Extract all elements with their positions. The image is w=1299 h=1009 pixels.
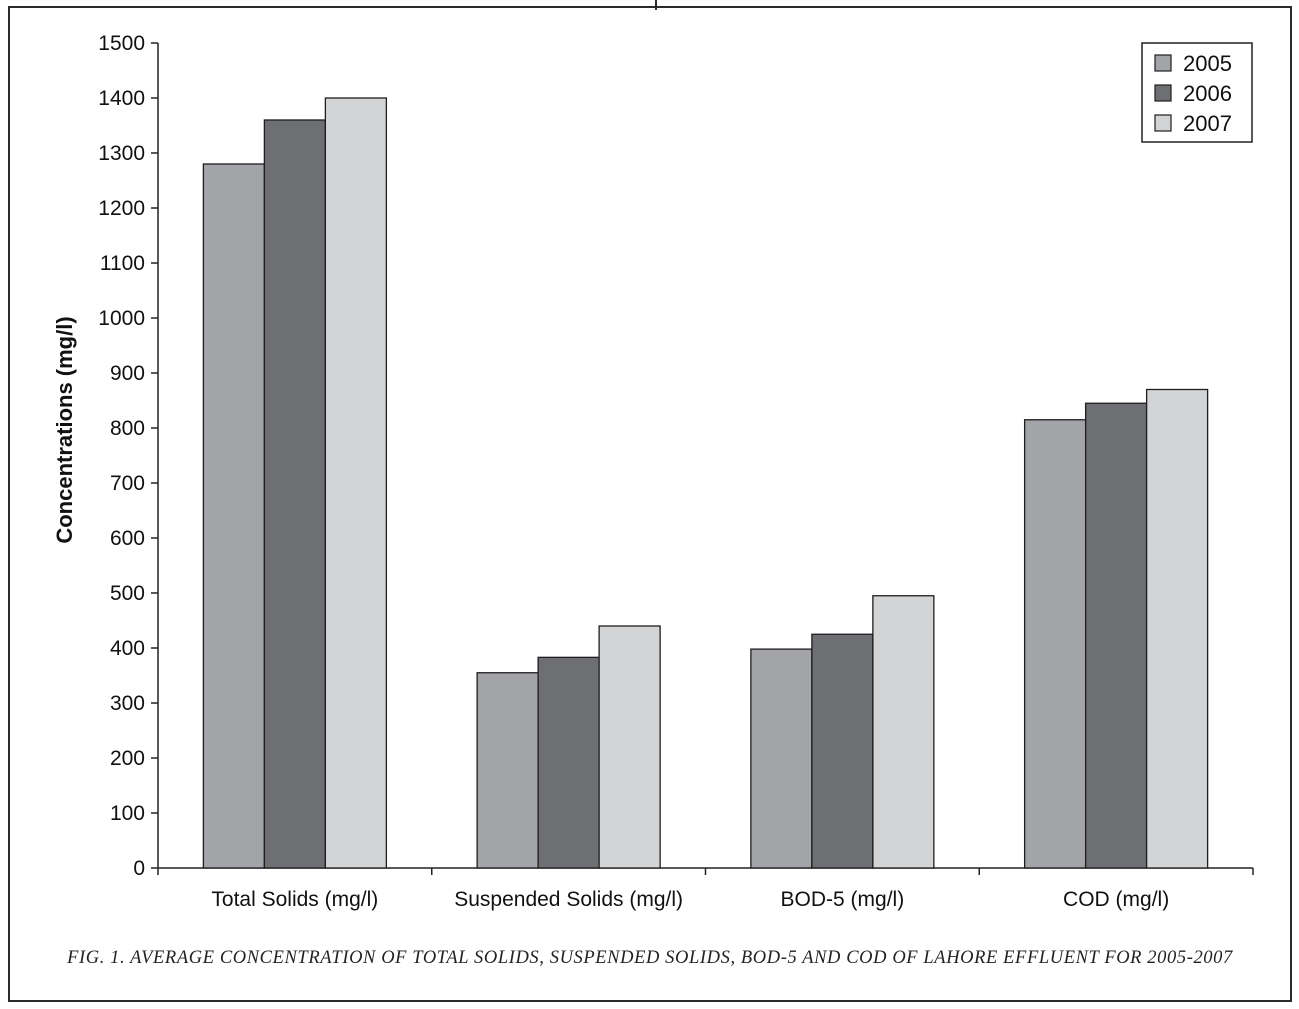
y-tick-label: 700 (110, 472, 145, 495)
x-tick-label: Total Solids (mg/l) (211, 888, 378, 911)
bar-2005-2 (750, 648, 813, 869)
legend-label-2007: 2007 (1183, 111, 1232, 136)
y-tick-label: 600 (110, 527, 145, 550)
y-tick-label: 1400 (98, 87, 145, 110)
bars (202, 97, 1209, 869)
x-axis: Total Solids (mg/l) Suspended Solids (mg/… (157, 867, 1254, 911)
bar-2007-3 (1145, 388, 1209, 869)
y-tick-label: 1200 (98, 197, 145, 220)
y-tick-label: 1300 (98, 142, 145, 165)
y-tick-label: 300 (110, 692, 145, 715)
x-tick-label: Suspended Solids (mg/l) (454, 888, 683, 911)
y-tick-label: 100 (110, 802, 145, 825)
y-tick-label: 1000 (98, 307, 145, 330)
x-tick-label: BOD-5 (mg/l) (781, 888, 905, 911)
bar-2005-3 (1023, 419, 1087, 869)
bar-2006-1 (537, 656, 600, 869)
y-tick-label: 500 (110, 582, 145, 605)
bar-2007-1 (598, 625, 661, 869)
y-tick-label: 200 (110, 747, 145, 770)
x-tick-label: COD (mg/l) (1063, 888, 1169, 911)
y-tick-label: 900 (110, 362, 145, 385)
figure-frame (8, 6, 1292, 1002)
legend-swatch-2007 (1154, 114, 1172, 132)
legend-swatch-2005 (1154, 54, 1172, 72)
bar-2007-2 (872, 595, 935, 869)
bar-2007-0 (324, 97, 388, 869)
bar-2006-2 (811, 633, 874, 869)
bar-2006-0 (263, 119, 327, 869)
y-tick-label: 1100 (100, 252, 145, 275)
bar-2005-1 (476, 672, 539, 869)
legend: 2005 2006 2007 (1141, 42, 1253, 143)
y-tick-label: 0 (133, 857, 145, 880)
legend-swatch-2006 (1154, 84, 1172, 102)
legend-label-2006: 2006 (1183, 81, 1232, 106)
bar-chart: 0 100 200 300 400 500 600 700 800 900 1000 1100 1200… (52, 32, 1254, 911)
y-axis: 0 100 200 300 400 500 600 700 800 900 1000 1100 1200… (98, 32, 159, 880)
legend-label-2005: 2005 (1183, 51, 1232, 76)
figure-caption: FIG. 1. AVERAGE CONCENTRATION OF TOTAL S… (67, 948, 1233, 968)
y-tick-label: 800 (110, 417, 145, 440)
y-tick-label: 1500 (98, 32, 145, 55)
bar-2006-3 (1084, 402, 1148, 869)
bar-2005-0 (202, 163, 266, 869)
y-tick-label: 400 (110, 637, 145, 660)
y-axis-label: Concentrations (mg/l) (52, 316, 77, 543)
page-divider-tick (655, 0, 657, 10)
